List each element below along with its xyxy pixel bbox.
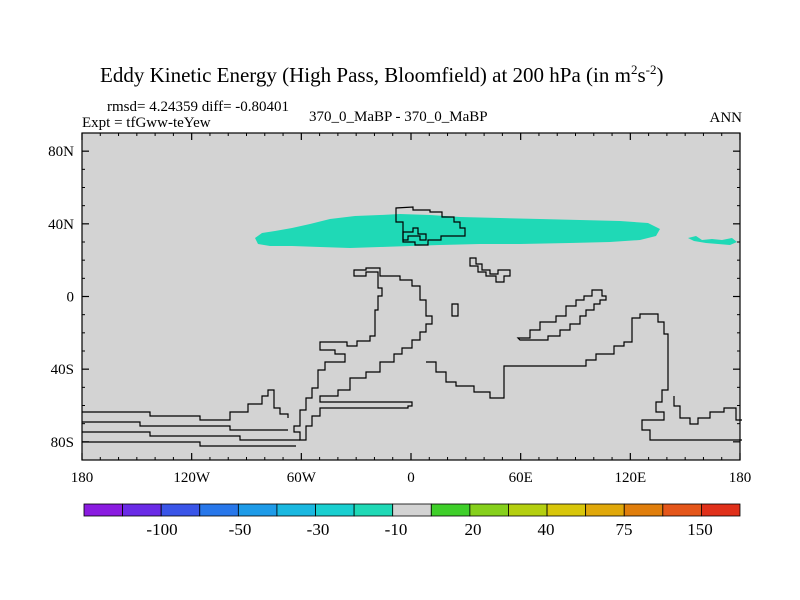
landmass-sw-3 [82, 431, 300, 441]
landmass-sw-4 [82, 441, 296, 447]
colorbar-label: -100 [146, 520, 177, 539]
title-s: s [637, 63, 645, 87]
colorbar-swatch [585, 503, 625, 517]
colorbar-swatch [430, 503, 471, 517]
x-tick-label: 120E [614, 470, 646, 486]
title-main: Eddy Kinetic Energy (High Pass, Bloomfie… [100, 63, 631, 87]
colorbar-swatch [160, 503, 201, 517]
colorbar-swatch [122, 503, 162, 517]
landmass-arm [516, 289, 607, 341]
colorbar-label: 150 [687, 520, 713, 539]
anomaly-patch-east [688, 236, 737, 245]
colorbar-label: 40 [538, 520, 555, 539]
x-tick-label: 60E [509, 470, 533, 486]
y-tick-label: 80N [48, 144, 74, 160]
landmass-southern-central [426, 313, 742, 441]
continent-outlines [82, 206, 742, 447]
colorbar: -100 -50 -30 -10 20 40 75 150 [83, 503, 741, 539]
x-tick-label: 60W [287, 470, 317, 486]
title-s-exp: -2 [646, 62, 657, 77]
colorbar-label: -50 [229, 520, 252, 539]
axes: 180 120W 60W 0 60E 120E 180 80N 40N 0 40S 80S [48, 132, 752, 486]
landmass-sw-1 [82, 389, 289, 421]
landmass-northern [395, 206, 466, 246]
landmass-sw-2 [82, 421, 288, 431]
map-panel: 180 120W 60W 0 60E 120E 180 80N 40N 0 40S 80S [48, 132, 752, 486]
y-tick-label: 40N [48, 217, 74, 233]
colorbar-swatch [469, 503, 509, 517]
colorbar-label: -30 [307, 520, 330, 539]
landmass-se [673, 396, 742, 425]
y-tick-label: 40S [51, 362, 74, 378]
colorbar-label: 75 [616, 520, 633, 539]
expt-text: Expt = tfGww-teYew [82, 115, 211, 131]
x-tick-label: 120W [173, 470, 211, 486]
colorbar-swatch [83, 503, 123, 517]
center-label: 370_0_MaBP - 370_0_MaBP [309, 109, 488, 125]
colorbar-swatch [623, 503, 664, 517]
landmass-ne [469, 257, 511, 283]
y-tick-label: 0 [67, 290, 75, 306]
colorbar-swatch [662, 503, 702, 517]
colorbar-swatch [392, 503, 432, 517]
x-tick-label: 0 [407, 470, 415, 486]
map-background [82, 133, 740, 460]
colorbar-swatch [315, 503, 355, 517]
colorbar-swatch [276, 503, 316, 517]
chart-title: Eddy Kinetic Energy (High Pass, Bloomfie… [100, 62, 664, 87]
y-tick-label: 80S [51, 435, 74, 451]
title-close: ) [657, 63, 664, 87]
x-tick-label: 180 [71, 470, 94, 486]
colorbar-swatch [199, 503, 239, 517]
colorbar-swatch [546, 503, 587, 517]
colorbar-swatch [508, 503, 548, 517]
stats-text: rmsd= 4.24359 diff= -0.80401 [107, 99, 289, 115]
landmass-central [293, 267, 433, 441]
colorbar-swatch [701, 503, 741, 517]
colorbar-swatch [237, 503, 278, 517]
colorbar-label: 20 [465, 520, 482, 539]
anomaly-patch-north [255, 214, 660, 248]
title-m-exp: 2 [631, 62, 638, 77]
colorbar-swatch [353, 503, 394, 517]
colorbar-label: -10 [385, 520, 408, 539]
landmass-inner [402, 227, 427, 241]
season-label: ANN [710, 110, 743, 126]
map-frame [81, 132, 741, 461]
landmass-island [451, 303, 459, 317]
x-tick-label: 180 [729, 470, 752, 486]
